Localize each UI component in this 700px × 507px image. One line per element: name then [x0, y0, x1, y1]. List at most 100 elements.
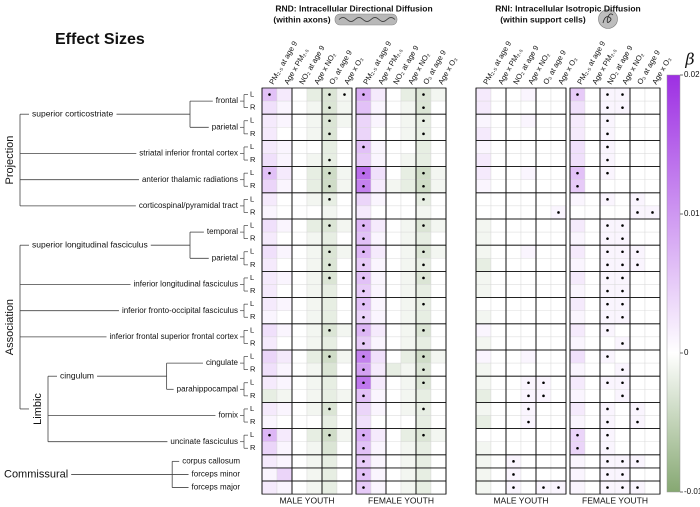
tract-label: fornix: [218, 411, 238, 420]
significance-dot: [422, 171, 425, 175]
cell: [336, 480, 353, 495]
cell: [569, 336, 586, 351]
cell: [430, 205, 447, 220]
side-label: L: [250, 430, 254, 439]
cell: [415, 284, 432, 298]
cell: [276, 87, 293, 102]
cell: [261, 100, 278, 115]
significance-dot: [606, 446, 609, 450]
cell: [569, 467, 586, 482]
cell: [614, 415, 631, 429]
tract-label: parietal: [212, 253, 238, 262]
cell: [321, 454, 338, 469]
cell: [306, 415, 323, 429]
cell: [321, 310, 338, 325]
cell: [569, 127, 586, 141]
significance-dot: [362, 184, 365, 188]
side-label: L: [250, 404, 254, 413]
cell: [291, 258, 308, 272]
cell: [336, 336, 353, 351]
cell: [584, 467, 601, 482]
cell: [430, 140, 447, 154]
significance-dot: [422, 407, 425, 411]
side-label: L: [250, 221, 254, 230]
cell: [385, 310, 402, 325]
cell: [490, 402, 507, 416]
cell: [584, 415, 601, 429]
cell: [550, 166, 567, 180]
significance-dot: [328, 433, 331, 437]
cell: [520, 467, 537, 482]
cell: [535, 271, 552, 285]
cell: [306, 87, 323, 102]
cell: [475, 218, 492, 233]
cell: [475, 271, 492, 285]
cell: [430, 467, 447, 482]
significance-dot: [422, 381, 425, 385]
cell: [336, 244, 353, 259]
significance-dot: [636, 486, 639, 489]
cell: [644, 376, 661, 390]
significance-dot: [422, 119, 425, 123]
cell: [550, 113, 567, 128]
cell: [505, 415, 522, 429]
significance-dot: [606, 460, 609, 463]
cell: [614, 127, 631, 141]
significance-dot: [362, 473, 365, 476]
significance-dot: [422, 329, 425, 332]
cell: [550, 153, 567, 167]
cell: [276, 153, 293, 167]
cell: [385, 153, 402, 167]
cell: [584, 349, 601, 364]
cell: [550, 441, 567, 456]
cell: [535, 428, 552, 442]
colorbar-tick-label: 0.02: [684, 70, 700, 79]
cell: [400, 336, 417, 351]
cell: [490, 258, 507, 272]
cell: [475, 244, 492, 259]
significance-dot: [328, 407, 331, 411]
panel-footer: MALE YOUTH: [279, 495, 334, 505]
significance-dot: [422, 250, 425, 254]
cell: [385, 218, 402, 233]
cell: [306, 362, 323, 377]
cell: [475, 192, 492, 207]
significance-dot: [621, 93, 624, 96]
significance-dot: [651, 211, 654, 214]
cell: [490, 297, 507, 311]
significance-dot: [621, 250, 624, 254]
significance-dot: [606, 106, 609, 109]
significance-dot: [328, 119, 331, 123]
significance-dot: [606, 381, 609, 385]
cell: [475, 362, 492, 377]
cell: [520, 179, 537, 193]
cell: [385, 480, 402, 495]
significance-dot: [328, 276, 331, 280]
cell: [306, 454, 323, 469]
cell: [400, 127, 417, 141]
cell: [336, 441, 353, 456]
cell: [370, 480, 387, 495]
cell: [385, 454, 402, 469]
cell: [321, 205, 338, 220]
significance-dot: [512, 473, 515, 476]
cell: [550, 310, 567, 325]
cell: [475, 205, 492, 220]
cell: [614, 166, 631, 180]
panel-footer: FEMALE YOUTH: [368, 495, 434, 505]
cell: [336, 153, 353, 167]
cell: [385, 271, 402, 285]
significance-dot: [362, 315, 365, 319]
cell: [415, 336, 432, 351]
cell: [306, 441, 323, 456]
cell: [430, 87, 447, 102]
tract-label: striatal inferior frontal cortex: [139, 149, 238, 158]
side-label: R: [250, 103, 256, 112]
cell: [614, 441, 631, 456]
cell: [490, 441, 507, 456]
cell: [370, 349, 387, 364]
significance-dot: [606, 145, 609, 149]
cell: [291, 231, 308, 246]
cell: [490, 218, 507, 233]
cell: [475, 441, 492, 456]
